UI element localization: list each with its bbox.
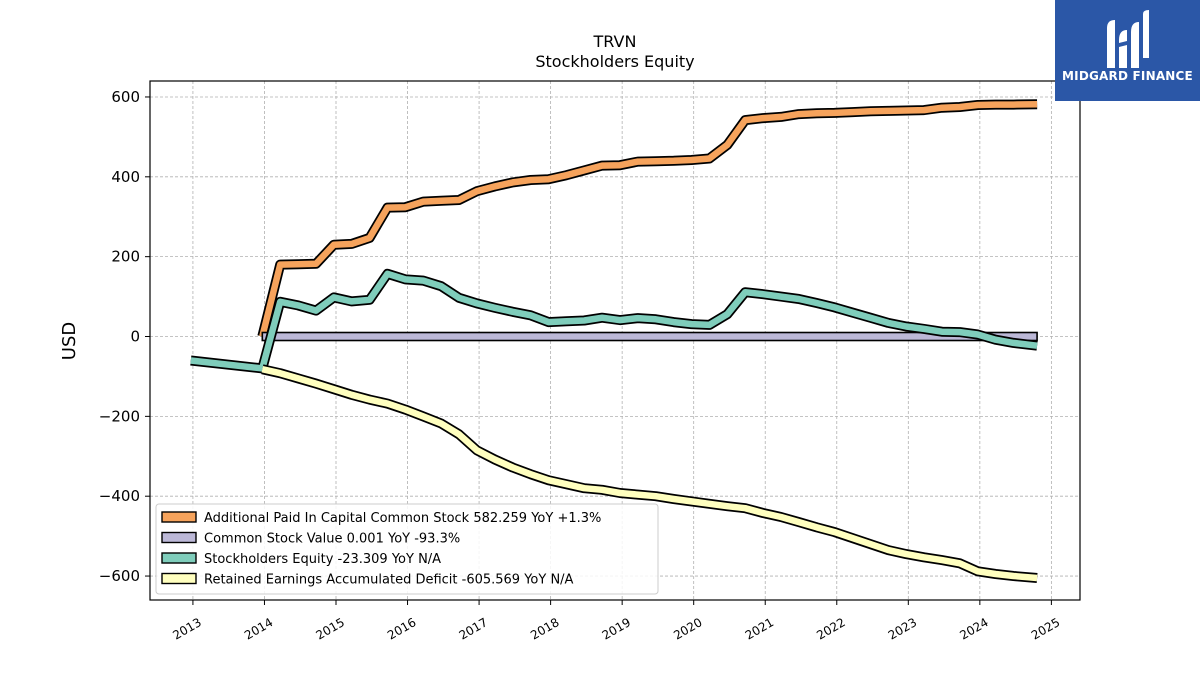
x-tick-label: 2016 [385,615,418,642]
x-tick-label: 2013 [170,615,203,642]
legend-swatch [161,552,197,564]
x-tick-label: 2020 [671,615,704,642]
series-lines [190,99,1038,583]
x-tick-label: 2019 [600,615,633,642]
legend-box [155,503,659,595]
x-tick-label: 2018 [528,615,561,642]
y-tick-label: 400 [111,168,140,186]
chart-subtitle: Stockholders Equity [535,52,694,71]
y-tick-label: −200 [99,407,140,425]
x-tick-label: 2021 [743,615,776,642]
x-tick-label: 2017 [457,615,490,642]
legend-swatch [161,531,197,544]
midgard-logo: MIDGARD FINANCE [1055,0,1200,101]
legend-swatch [161,511,197,523]
midgard-logo-text: MIDGARD FINANCE [1062,69,1193,83]
x-tick-label: 2024 [957,615,990,642]
plot-frame [149,80,1081,601]
series-line-common-stock-value [261,331,1038,342]
y-tick-label: 200 [111,248,140,266]
legend: Additional Paid In Capital Common Stock … [155,503,659,595]
x-tick-label: 2022 [814,615,847,642]
y-tick-label: 0 [130,328,140,346]
y-tick-label: −400 [99,487,140,505]
legend-entry: Common Stock Value 0.001 YoY -93.3% [204,532,460,547]
x-tick-label: 2025 [1029,615,1062,642]
legend-entry: Retained Earnings Accumulated Deficit -6… [204,573,574,588]
x-tick-label: 2014 [242,615,275,642]
x-tick-label: 2015 [314,615,347,642]
midgard-logo-icon [1107,10,1149,68]
legend-swatch [161,572,197,585]
series-line [261,366,1038,582]
y-axis-label: USD [59,322,80,360]
series-line [190,270,1038,372]
x-tick-label: 2023 [886,615,919,642]
series-line [259,100,1038,338]
y-tick-label: 600 [111,88,140,106]
legend-entry: Additional Paid In Capital Common Stock … [204,511,601,526]
chart-title: TRVN [593,32,637,51]
y-tick-label: −600 [99,567,140,585]
legend-entry: Stockholders Equity -23.309 YoY N/A [204,552,441,567]
